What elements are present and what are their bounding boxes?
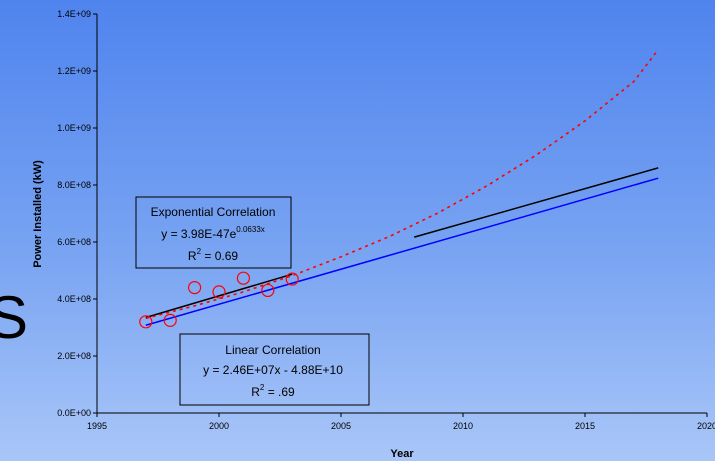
y-tick-label: 4.0E+08 xyxy=(57,294,91,304)
x-tick-label: 2015 xyxy=(575,421,595,431)
y-axis-ticks: 0.0E+00 2.0E+08 4.0E+08 6.0E+08 8.0E+08 1.0E+… xyxy=(57,9,97,418)
y-tick-label: 1.0E+09 xyxy=(57,123,91,133)
exponential-r2-sup: 2 xyxy=(197,247,202,256)
linear-correlation-box: Linear Correlation y = 2.46E+07x - 4.88E… xyxy=(179,333,370,406)
exponential-eq-exp: 0.0633x xyxy=(236,225,264,234)
x-tick-label: 2005 xyxy=(331,421,351,431)
data-point xyxy=(261,283,275,298)
trend-lines xyxy=(145,49,659,326)
data-point xyxy=(236,271,250,285)
y-tick-label: 1.4E+09 xyxy=(57,9,91,19)
exponential-box-frame xyxy=(135,196,292,269)
y-tick-label: 2.0E+08 xyxy=(57,351,91,361)
x-axis-title: Year xyxy=(390,448,414,460)
exponential-correlation-box: Exponential Correlation y = 3.98E-47e0.0… xyxy=(135,196,292,269)
x-tick-label: 2010 xyxy=(453,421,473,431)
linear-r2: R2 = .69 xyxy=(251,383,295,399)
trend-linear-line xyxy=(145,273,293,319)
y-axis-title: Power Installed (kW) xyxy=(32,160,44,268)
trend-exponential-line xyxy=(145,49,659,320)
exponential-r2: R2 = 0.69 xyxy=(188,247,238,263)
x-axis-ticks: 1995 2000 2005 2010 2015 2020 xyxy=(87,413,715,431)
linear-r2-lead: R xyxy=(251,385,260,399)
data-point xyxy=(188,281,202,295)
exponential-equation: y = 3.98E-47e0.0633x xyxy=(161,225,265,241)
linear-equation: y = 2.46E+07x - 4.88E+10 xyxy=(203,363,343,377)
edge-glyph: S xyxy=(0,284,28,351)
y-tick-label: 0.0E+00 xyxy=(57,408,91,418)
x-tick-label: 2000 xyxy=(209,421,229,431)
exponential-eq-base: y = 3.98E-47e xyxy=(161,227,236,241)
y-tick-label: 6.0E+08 xyxy=(57,237,91,247)
y-tick-label: 1.2E+09 xyxy=(57,66,91,76)
data-point xyxy=(163,313,177,327)
exponential-r2-lead: R xyxy=(188,249,197,263)
trend-linear-line xyxy=(145,177,659,326)
exponential-r2-tail: = 0.69 xyxy=(201,249,238,263)
y-tick-label: 8.0E+08 xyxy=(57,180,91,190)
data-points xyxy=(139,271,299,329)
exponential-title: Exponential Correlation xyxy=(151,205,276,219)
data-point xyxy=(212,285,226,299)
x-tick-label: 2020 xyxy=(697,421,715,431)
linear-box-frame xyxy=(179,333,370,406)
data-point xyxy=(285,272,299,286)
linear-title: Linear Correlation xyxy=(225,343,320,357)
linear-r2-tail: = .69 xyxy=(264,385,295,399)
linear-r2-sup: 2 xyxy=(260,383,265,392)
x-tick-label: 1995 xyxy=(87,421,107,431)
trend-linear-line xyxy=(413,167,659,238)
data-point xyxy=(139,315,153,329)
